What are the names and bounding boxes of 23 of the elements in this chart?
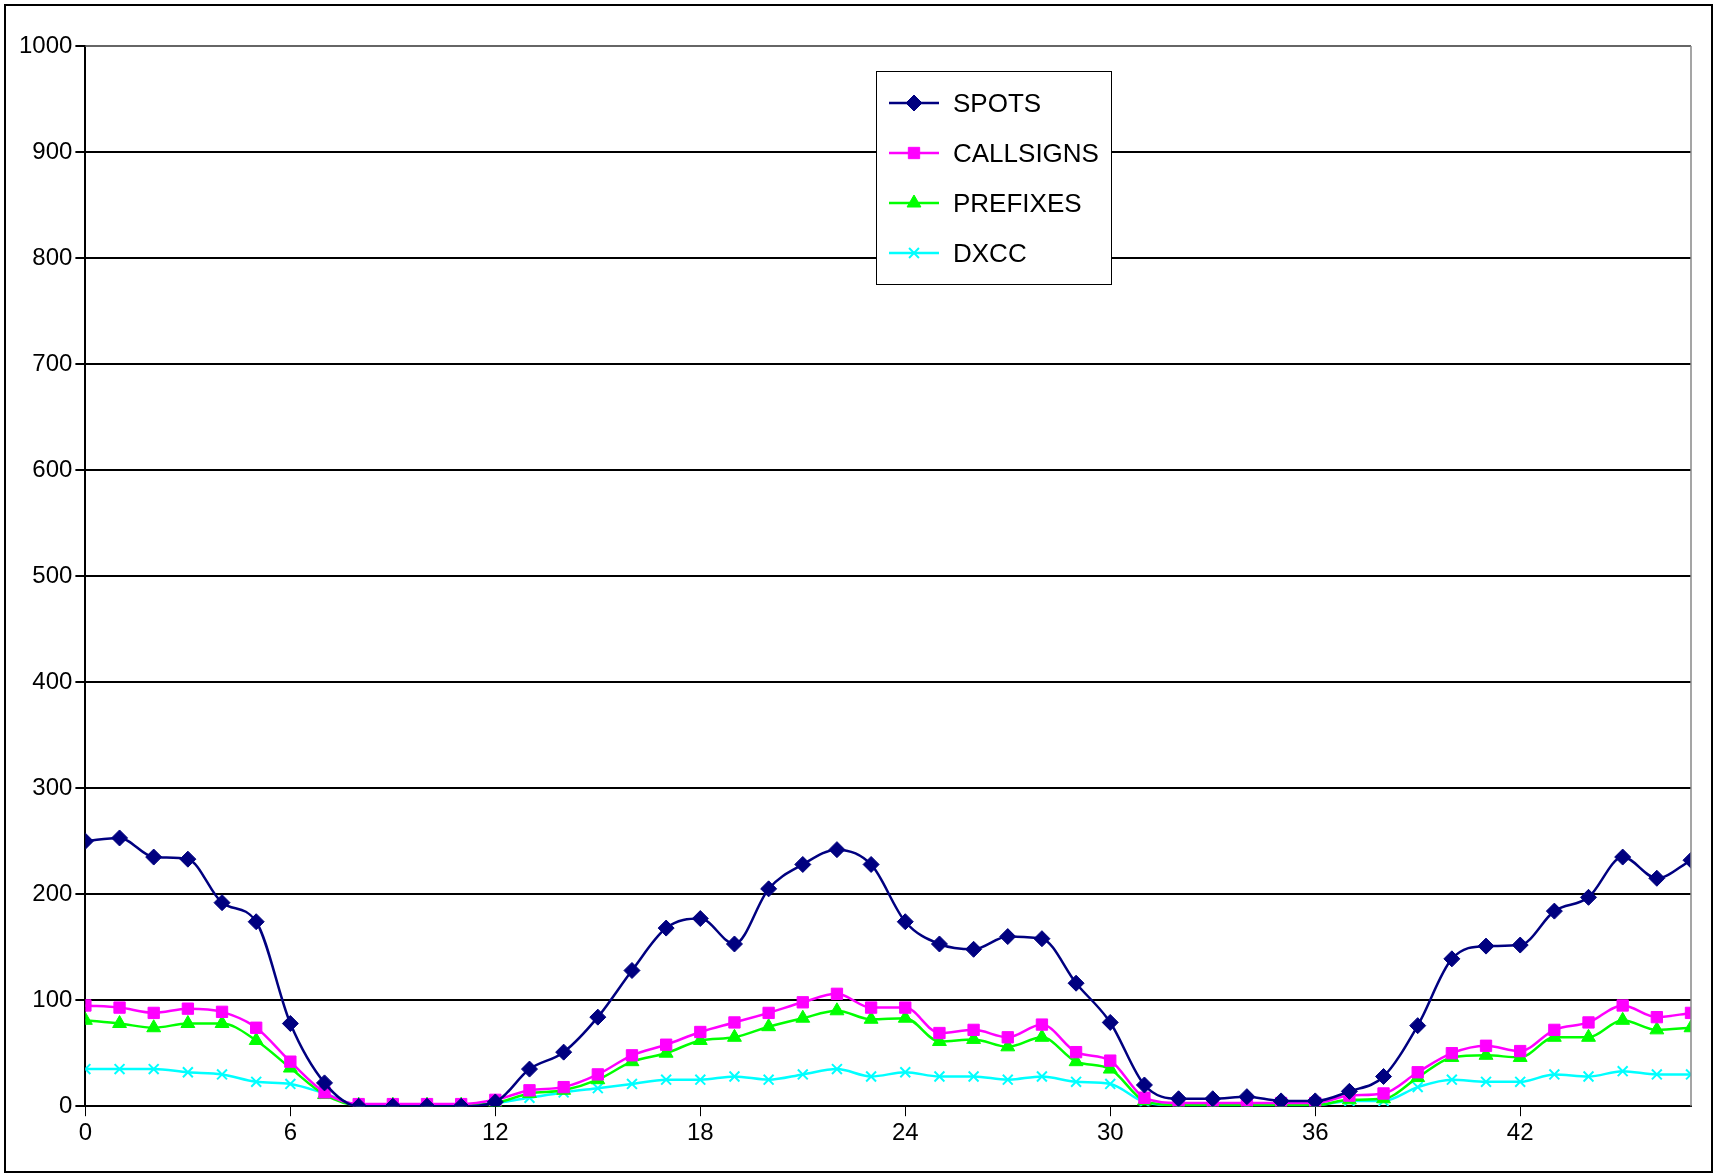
y-tick-label: 500 bbox=[32, 560, 73, 588]
x-tick-label: 42 bbox=[1506, 1118, 1534, 1146]
y-tick-label: 0 bbox=[59, 1090, 73, 1118]
y-tick-label: 900 bbox=[32, 136, 73, 164]
legend-label: CALLSIGNS bbox=[953, 137, 1099, 169]
y-tick-label: 300 bbox=[32, 772, 73, 800]
y-tick-label: 800 bbox=[32, 242, 73, 270]
x-tick-label: 24 bbox=[891, 1118, 919, 1146]
y-tick-label: 100 bbox=[32, 984, 73, 1012]
legend-label: DXCC bbox=[953, 237, 1027, 269]
x-tick-label: 30 bbox=[1096, 1118, 1124, 1146]
x-tick-label: 0 bbox=[78, 1118, 93, 1146]
x-tick-label: 6 bbox=[283, 1118, 298, 1146]
legend-label: SPOTS bbox=[953, 87, 1042, 119]
x-tick-label: 18 bbox=[686, 1118, 714, 1146]
y-tick-label: 1000 bbox=[19, 30, 73, 58]
y-tick-label: 400 bbox=[32, 666, 73, 694]
x-tick-label: 36 bbox=[1301, 1118, 1329, 1146]
y-tick-label: 600 bbox=[32, 454, 73, 482]
y-tick-label: 200 bbox=[32, 878, 73, 906]
y-tick-label: 700 bbox=[32, 348, 73, 376]
x-tick-label: 12 bbox=[481, 1118, 509, 1146]
legend-label: PREFIXES bbox=[953, 187, 1082, 219]
